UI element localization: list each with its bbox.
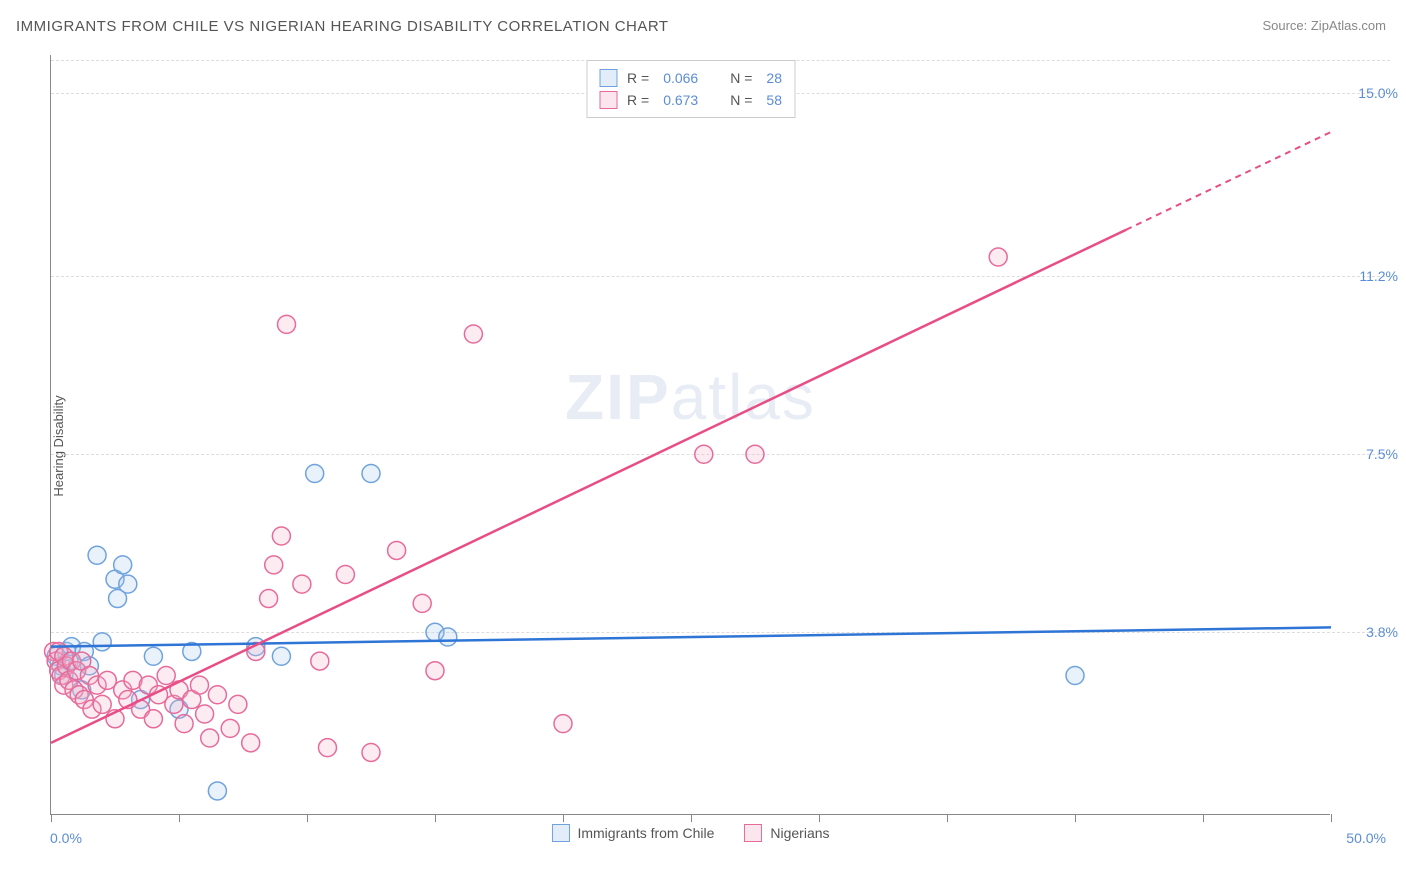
scatter-point xyxy=(746,445,764,463)
scatter-point xyxy=(208,686,226,704)
x-axis-end-label: 50.0% xyxy=(1346,830,1386,846)
scatter-point xyxy=(265,556,283,574)
scatter-point xyxy=(157,667,175,685)
x-tick xyxy=(1075,814,1076,822)
scatter-point xyxy=(272,527,290,545)
scatter-point xyxy=(93,633,111,651)
scatter-point xyxy=(93,695,111,713)
scatter-point xyxy=(306,464,324,482)
scatter-point xyxy=(311,652,329,670)
x-tick xyxy=(179,814,180,822)
legend-item: Immigrants from Chile xyxy=(551,824,714,842)
x-axis-start-label: 0.0% xyxy=(50,830,82,846)
scatter-point xyxy=(201,729,219,747)
scatter-point xyxy=(190,676,208,694)
scatter-point xyxy=(426,662,444,680)
legend-swatch xyxy=(551,824,569,842)
legend-n-value: 28 xyxy=(766,70,782,86)
scatter-point xyxy=(293,575,311,593)
legend-n-label: N = xyxy=(730,70,752,86)
plot-area: ZIPatlas 3.8%7.5%11.2%15.0% R =0.066N =2… xyxy=(50,55,1330,815)
scatter-point xyxy=(439,628,457,646)
legend-n-value: 58 xyxy=(766,92,782,108)
scatter-plot-svg xyxy=(51,55,1330,814)
legend-r-label: R = xyxy=(627,92,649,108)
scatter-point xyxy=(413,594,431,612)
scatter-point xyxy=(144,710,162,728)
y-tick-label: 11.2% xyxy=(1359,268,1398,284)
scatter-point xyxy=(114,556,132,574)
scatter-point xyxy=(695,445,713,463)
source-attribution: Source: ZipAtlas.com xyxy=(1262,18,1386,33)
scatter-point xyxy=(989,248,1007,266)
scatter-point xyxy=(260,590,278,608)
scatter-point xyxy=(554,715,572,733)
scatter-point xyxy=(175,715,193,733)
x-tick xyxy=(563,814,564,822)
legend-r-label: R = xyxy=(627,70,649,86)
scatter-point xyxy=(221,719,239,737)
source-label: Source: xyxy=(1262,18,1310,33)
legend-r-value: 0.673 xyxy=(663,92,698,108)
source-value: ZipAtlas.com xyxy=(1311,18,1386,33)
scatter-point xyxy=(1066,667,1084,685)
scatter-point xyxy=(229,695,247,713)
chart-title: IMMIGRANTS FROM CHILE VS NIGERIAN HEARIN… xyxy=(16,18,669,35)
y-tick-label: 7.5% xyxy=(1366,446,1398,462)
scatter-point xyxy=(362,464,380,482)
scatter-point xyxy=(318,739,336,757)
scatter-point xyxy=(196,705,214,723)
x-tick xyxy=(691,814,692,822)
scatter-point xyxy=(362,743,380,761)
legend-swatch xyxy=(744,824,762,842)
scatter-point xyxy=(208,782,226,800)
x-tick xyxy=(1203,814,1204,822)
legend-swatch xyxy=(599,91,617,109)
scatter-point xyxy=(464,325,482,343)
chart-container: IMMIGRANTS FROM CHILE VS NIGERIAN HEARIN… xyxy=(0,0,1406,892)
y-tick-label: 3.8% xyxy=(1366,624,1398,640)
x-tick xyxy=(435,814,436,822)
legend-swatch xyxy=(599,69,617,87)
x-tick xyxy=(51,814,52,822)
scatter-point xyxy=(272,647,290,665)
scatter-point xyxy=(388,541,406,559)
scatter-point xyxy=(88,546,106,564)
legend-row: R = 0.066 N = 28 xyxy=(599,67,782,89)
legend-series: Immigrants from Chile Nigerians xyxy=(551,824,829,842)
regression-line-extrapolated xyxy=(1126,132,1331,230)
x-tick xyxy=(1331,814,1332,822)
scatter-point xyxy=(278,315,296,333)
x-tick xyxy=(819,814,820,822)
regression-line xyxy=(51,230,1126,743)
legend-correlation-box: R = 0.066 N = 28 R = 0.673 N = 58 xyxy=(586,60,795,118)
legend-item: Nigerians xyxy=(744,824,829,842)
y-tick-label: 15.0% xyxy=(1358,85,1398,101)
legend-series-name: Immigrants from Chile xyxy=(577,825,714,841)
scatter-point xyxy=(242,734,260,752)
scatter-point xyxy=(336,565,354,583)
scatter-point xyxy=(119,575,137,593)
legend-r-value: 0.066 xyxy=(663,70,698,86)
x-tick xyxy=(307,814,308,822)
legend-n-label: N = xyxy=(730,92,752,108)
x-tick xyxy=(947,814,948,822)
legend-row: R = 0.673 N = 58 xyxy=(599,89,782,111)
scatter-point xyxy=(144,647,162,665)
legend-series-name: Nigerians xyxy=(770,825,829,841)
regression-line xyxy=(51,627,1331,646)
